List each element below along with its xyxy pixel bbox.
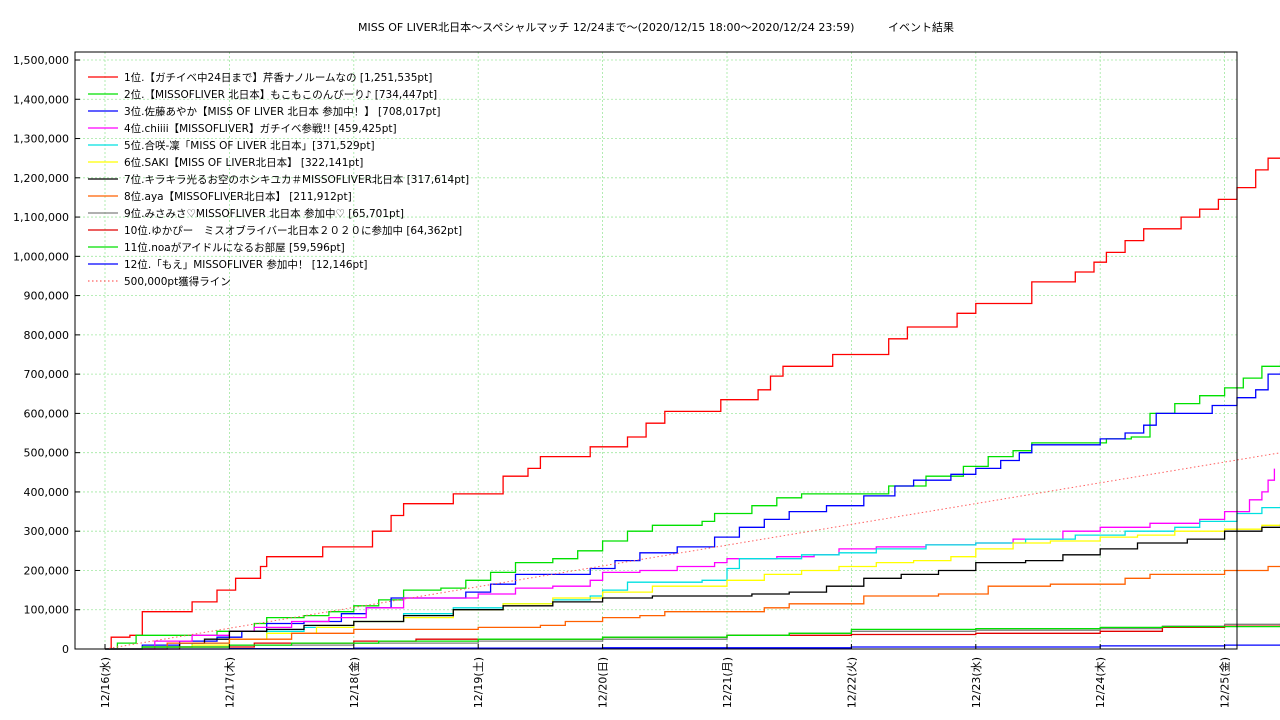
x-tick-label: 12/21(月) [721,657,734,708]
legend-entry: 1位.【ガチイベ中24日まで】芹香ナノルームなの [1,251,535pt] [124,71,432,84]
series-line [105,360,1280,650]
legend-entry: 12位.「もえ」MISSOFLIVER 参加中！ [12,146pt] [124,258,367,271]
y-tick-label: 400,000 [24,486,70,499]
series-line [104,452,1280,650]
legend-entry: 2位.【MISSOFLIVER 北日本】もこもこのんびーり♪ [734,447p… [124,88,437,101]
y-axis-ticks: 0 100,000 200,000 300,000 400,000 500,000 600,… [13,54,80,656]
y-tick-label: 700,000 [24,368,70,381]
legend-entry: 5位.合咲-凜「MISS OF LIVER 北日本」[371,529pt] [124,139,375,152]
y-tick-label: 300,000 [24,525,70,538]
legend-entry: 4位.chiiii【MISSOFLIVER】ガチイベ参戦!! [459,425p… [124,122,397,135]
x-tick-label: 12/25(金) [1218,657,1232,708]
y-tick-label: 600,000 [24,407,70,420]
x-tick-label: 12/23(水) [970,657,983,708]
y-tick-label: 900,000 [24,290,70,303]
series-line [105,625,1280,650]
legend-entry: 6位.SAKI【MISS OF LIVER北日本】 [322,141pt] [124,156,363,169]
legend-entry: 7位.キラキラ光るお空のホシキユカ＃MISSOFLIVER北日本 [317,61… [124,173,469,186]
chart-subtitle: イベント結果 [888,20,954,34]
y-tick-label: 500,000 [24,447,70,460]
legend-entry: 9位.みさみさ♡MISSOFLIVER 北日本 参加中♡ [65,701pt] [124,207,404,220]
legend-entry: 11位.noaがアイドルになるお部屋 [59,596pt] [124,241,345,254]
y-tick-label: 200,000 [24,564,70,577]
x-tick-label: 12/19(土) [472,657,485,708]
series-line [105,565,1280,650]
x-tick-label: 12/17(木) [223,657,236,708]
x-tick-label: 12/20(日) [597,657,610,708]
y-tick-label: 1,100,000 [13,211,69,224]
series-line [105,157,1280,650]
chart-title: MISS OF LIVER北日本〜スペシャルマッチ 12/24まで〜(2020/… [358,20,854,34]
plot-frame [74,51,1238,650]
y-tick-label: 800,000 [24,329,70,342]
series-line [105,468,1276,650]
legend: 1位.【ガチイベ中24日まで】芹香ナノルームなの [1,251,535pt] 2位… [88,71,469,288]
legend-entry: 10位.ゆかぴー ミスオブライバー北日本２０２０に参加中 [64,362pt] [124,224,462,237]
series-line [105,524,1280,650]
y-tick-label: 1,200,000 [13,172,69,185]
y-tick-label: 1,000,000 [13,250,69,263]
x-tick-label: 12/18(金) [347,657,361,708]
x-tick-label: 12/16(水) [99,657,112,708]
y-tick-label: 1,500,000 [13,54,69,67]
legend-entry: 500,000pt獲得ライン [124,275,231,288]
y-tick-label: 1,300,000 [13,133,69,146]
series-line [105,522,1280,650]
x-tick-label: 12/22(火) [845,657,858,708]
y-tick-label: 1,400,000 [13,93,69,106]
y-tick-label: 0 [62,643,69,656]
y-tick-label: 100,000 [24,604,70,617]
legend-entry: 3位.佐藤あやか【MISS OF LIVER 北日本 参加中！】 [708,01… [124,105,440,118]
x-axis-ticks: 12/16(水) 12/17(木) 12/18(金) 12/19(土) 12/20(日)… [99,644,1232,708]
legend-entry: 8位.aya【MISSOFLIVER北日本】 [211,912pt] [124,190,352,203]
x-tick-label: 12/24(木) [1094,657,1107,708]
series-line [105,371,1280,650]
